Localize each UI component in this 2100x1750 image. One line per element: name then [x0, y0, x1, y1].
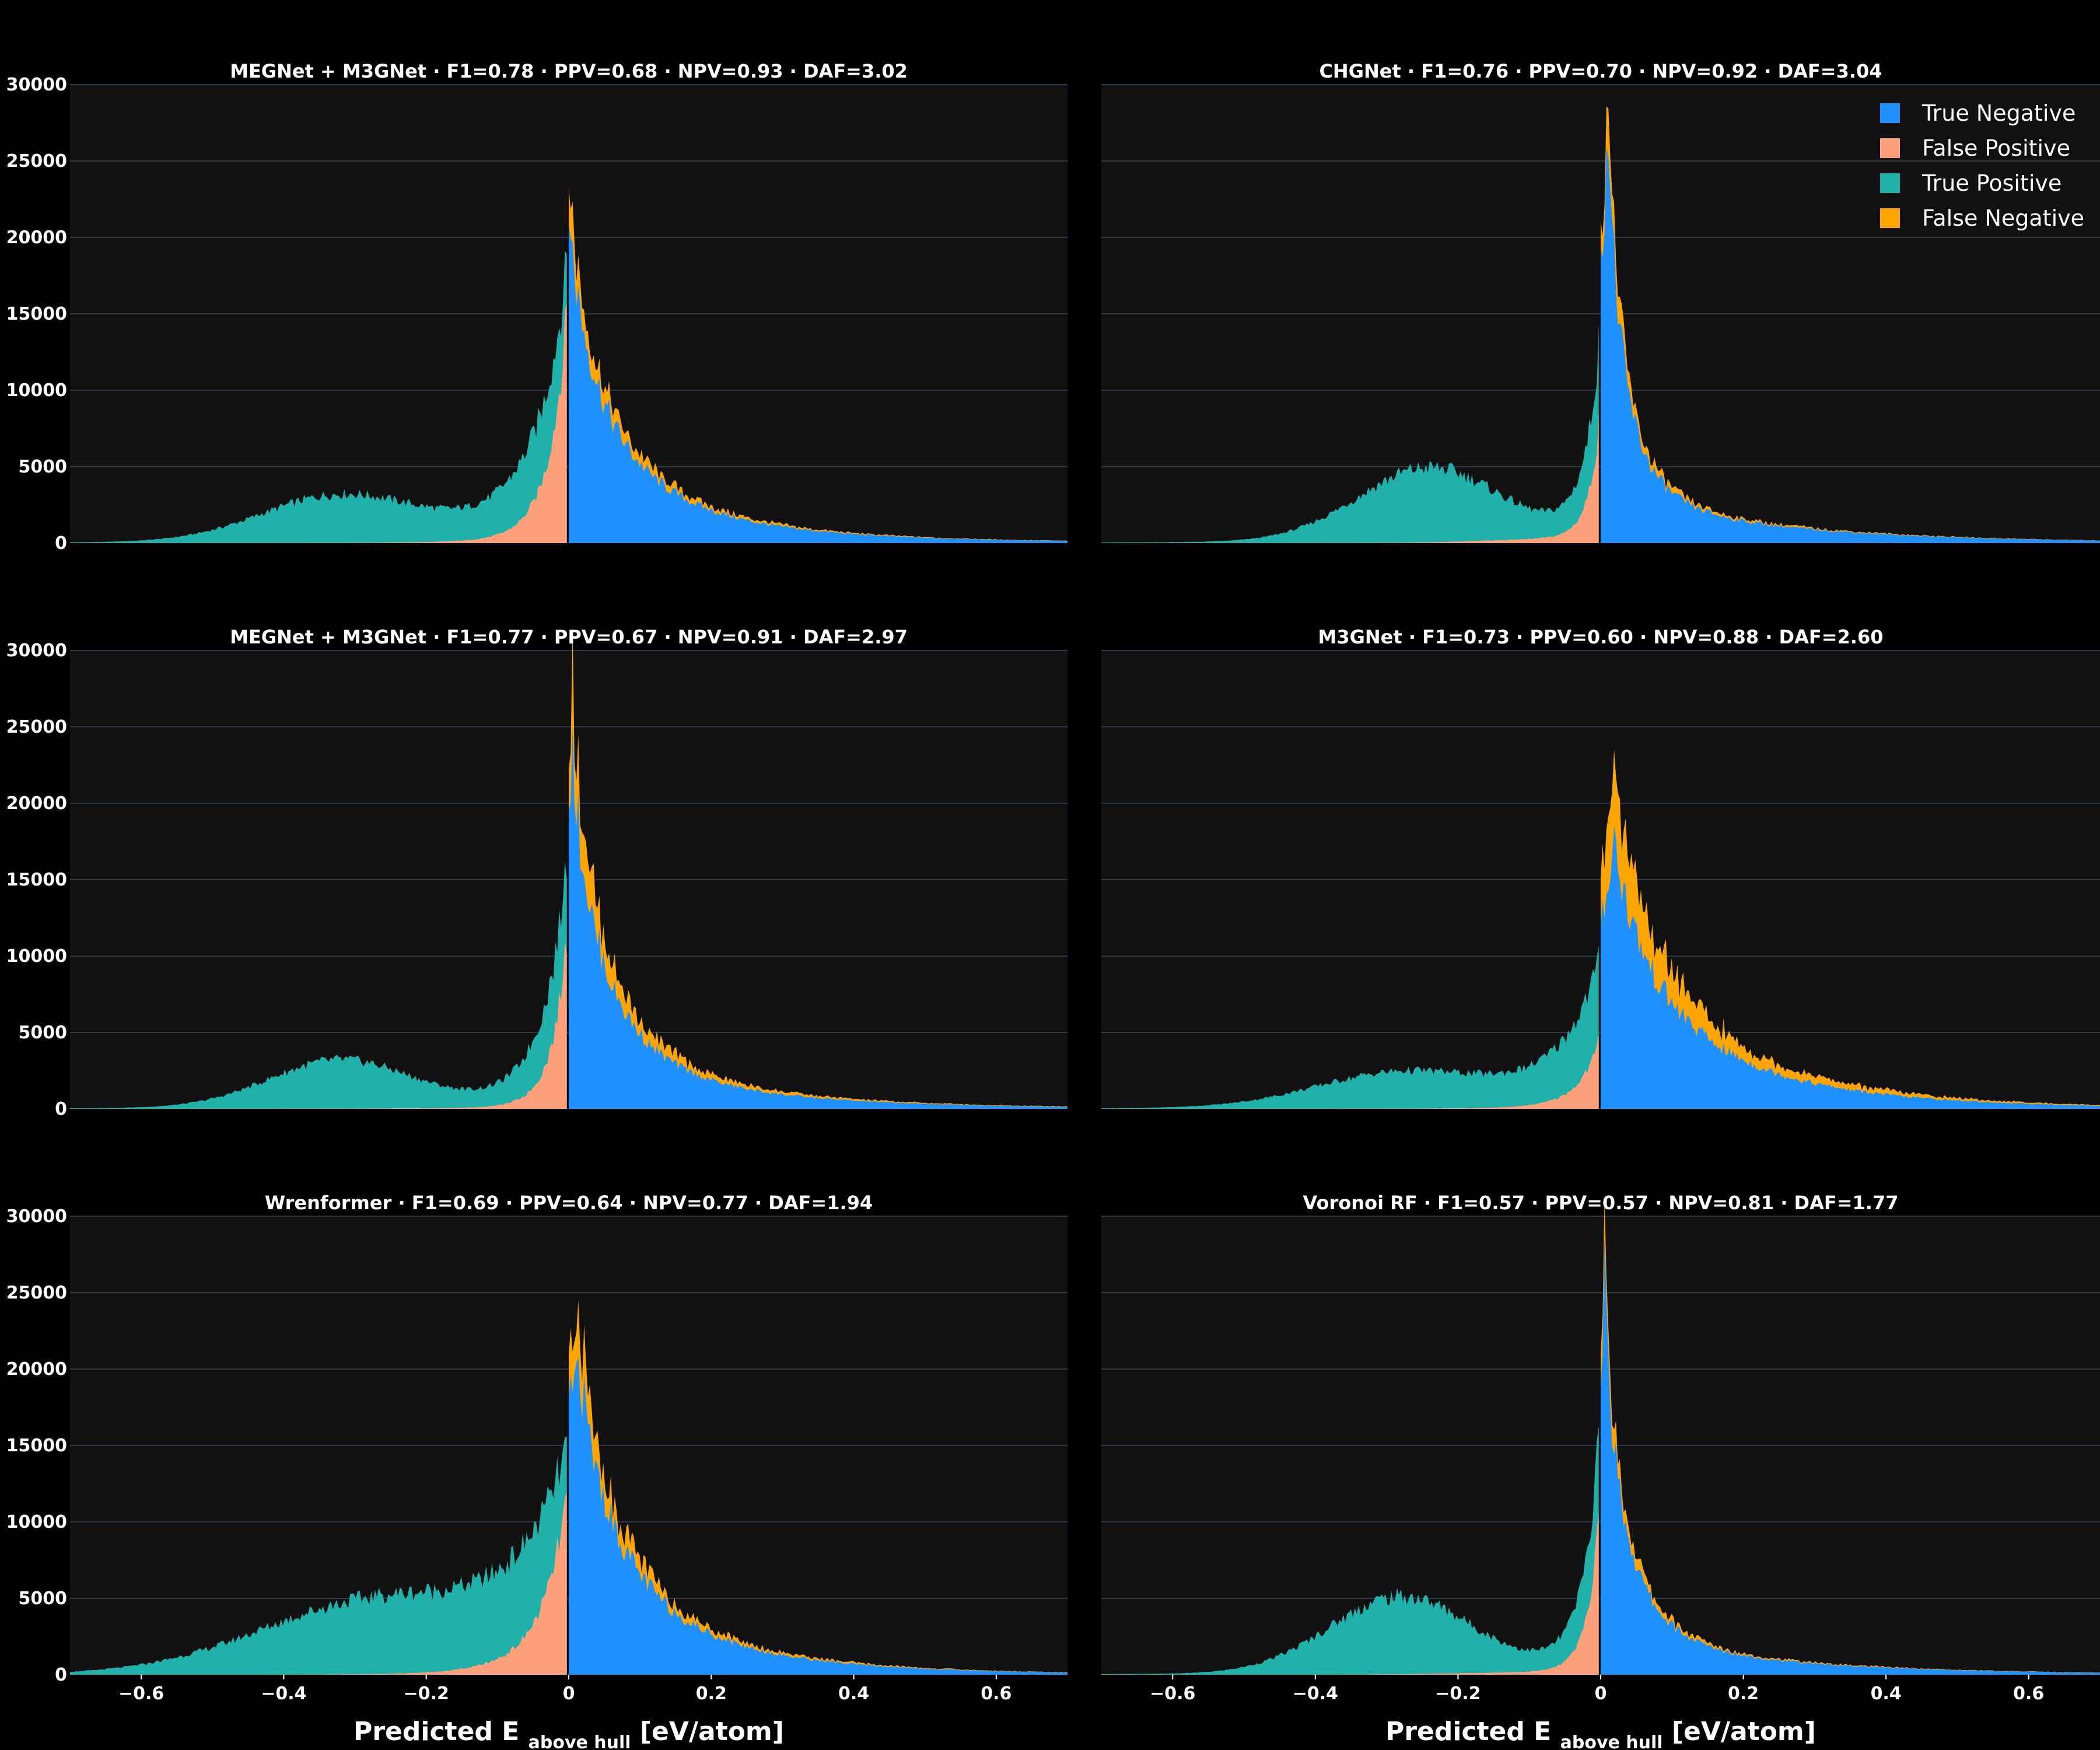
true-positive-area [1101, 323, 1599, 543]
true-negative-area [569, 723, 1068, 1109]
panel-title: Wrenformer · F1=0.69 · PPV=0.64 · NPV=0.… [265, 1192, 873, 1214]
y-tick-label: 20000 [6, 793, 67, 814]
y-tick-label: 10000 [6, 380, 67, 401]
legend-swatch [1880, 138, 1900, 158]
true-negative-area [1601, 148, 2100, 544]
x-tick-label: −0.6 [1150, 1684, 1195, 1704]
y-tick-label: 30000 [6, 1206, 67, 1227]
y-tick-label: 15000 [6, 870, 67, 890]
x-tick-label: 0.2 [696, 1684, 727, 1704]
panel-4: M3GNet · F1=0.73 · PPV=0.60 · NPV=0.88 ·… [1101, 626, 2100, 1109]
legend-label: True Negative [1922, 100, 2076, 126]
y-tick-label: 25000 [6, 1283, 67, 1303]
legend-swatch [1880, 103, 1900, 123]
panel-title: MEGNet + M3GNet · F1=0.78 · PPV=0.68 · N… [230, 60, 908, 82]
x-tick-label: −0.2 [1435, 1684, 1480, 1704]
panel-6: Voronoi RF · F1=0.57 · PPV=0.57 · NPV=0.… [1101, 1192, 2100, 1750]
legend-label: False Positive [1922, 135, 2070, 161]
y-tick-label: 30000 [6, 75, 67, 95]
true-positive-area [1101, 1426, 1599, 1675]
y-tick-label: 10000 [6, 1512, 67, 1532]
y-tick-label: 0 [55, 1099, 67, 1119]
x-axis-label: Predicted E above hull [eV/atom] [354, 1717, 784, 1750]
legend: True Negative False Positive True Positive… [1880, 100, 2084, 231]
true-positive-area [70, 1436, 567, 1675]
x-tick-label: −0.4 [1293, 1684, 1338, 1704]
x-tick-label: −0.4 [261, 1684, 306, 1704]
y-tick-label: 15000 [6, 1436, 67, 1456]
false-positive-area [70, 1493, 567, 1675]
y-tick-label: 20000 [6, 228, 67, 248]
panel-2: CHGNet · F1=0.76 · PPV=0.70 · NPV=0.92 ·… [1101, 60, 2100, 544]
x-tick-label: 0.4 [1871, 1684, 1902, 1704]
x-tick-label: 0.6 [2013, 1684, 2044, 1704]
legend-swatch [1880, 208, 1900, 228]
y-tick-label: 25000 [6, 151, 67, 172]
panel-title: M3GNet · F1=0.73 · PPV=0.60 · NPV=0.88 ·… [1318, 626, 1884, 648]
x-tick-label: −0.2 [404, 1684, 449, 1704]
x-tick-label: 0.4 [838, 1684, 869, 1704]
y-tick-label: 5000 [19, 1588, 68, 1609]
panel-1: MEGNet + M3GNet · F1=0.78 · PPV=0.68 · N… [6, 60, 1068, 554]
x-tick-label: −0.6 [118, 1684, 164, 1704]
legend-swatch [1880, 173, 1900, 193]
y-tick-label: 15000 [6, 304, 67, 324]
panel-title: CHGNet · F1=0.76 · PPV=0.70 · NPV=0.92 ·… [1319, 60, 1882, 82]
panel-title: Voronoi RF · F1=0.57 · PPV=0.57 · NPV=0.… [1303, 1192, 1899, 1214]
y-tick-label: 5000 [19, 457, 68, 477]
true-negative-area [569, 1357, 1068, 1675]
true-positive-area [70, 250, 567, 543]
x-tick-label: 0 [1595, 1684, 1607, 1704]
x-tick-label: 0.6 [981, 1684, 1012, 1704]
true-positive-area [70, 860, 567, 1109]
y-tick-label: 0 [55, 1665, 67, 1685]
y-tick-label: 25000 [6, 717, 67, 737]
panel-title: MEGNet + M3GNet · F1=0.77 · PPV=0.67 · N… [230, 626, 908, 648]
true-negative-area [1601, 826, 2100, 1109]
y-tick-label: 10000 [6, 946, 67, 967]
legend-label: True Positive [1922, 170, 2062, 196]
true-positive-area [1101, 945, 1599, 1109]
y-tick-label: 20000 [6, 1359, 67, 1380]
true-negative-area [1601, 1236, 2100, 1675]
y-tick-label: 5000 [19, 1023, 68, 1043]
x-tick-label: 0 [563, 1684, 575, 1704]
y-tick-label: 30000 [6, 640, 67, 661]
false-positive-area [1101, 1035, 1599, 1109]
legend-label: False Negative [1922, 205, 2084, 231]
panel-3: MEGNet + M3GNet · F1=0.77 · PPV=0.67 · N… [6, 624, 1068, 1119]
x-tick-label: 0.2 [1728, 1684, 1759, 1704]
true-negative-area [569, 224, 1068, 544]
panel-5: Wrenformer · F1=0.69 · PPV=0.64 · NPV=0.… [6, 1192, 1068, 1750]
x-axis-label: Predicted E above hull [eV/atom] [1385, 1717, 1816, 1750]
y-tick-label: 0 [55, 533, 67, 554]
